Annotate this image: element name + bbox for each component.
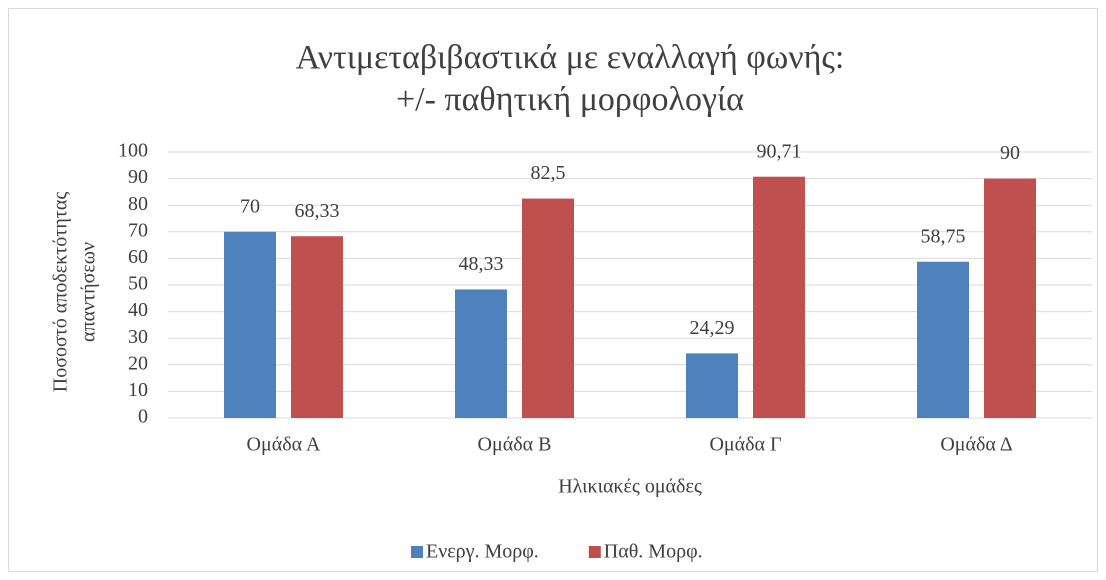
y-tick-label: 30 [128,326,148,348]
legend-swatch [411,546,423,558]
data-label: 58,75 [921,225,966,247]
y-tick-label: 70 [128,219,148,241]
y-tick-label: 60 [128,246,148,268]
data-label: 24,29 [690,317,735,339]
legend-label: Παθ. Μορφ. [604,541,703,563]
bar [522,198,574,418]
chart-title: +/- παθητική μορφολογία [396,81,744,118]
data-label: 48,33 [459,253,504,275]
bar [224,231,276,418]
y-tick-label: 10 [128,379,148,401]
bar [291,236,343,418]
x-tick-label: Ομάδα Γ [709,434,781,456]
y-tick-label: 100 [118,140,148,162]
data-label: 90 [1000,142,1020,164]
x-tick-label: Ομάδα Α [247,434,321,456]
bar [686,353,738,418]
legend-swatch [588,546,601,558]
bar [753,176,805,418]
data-label: 90,71 [757,140,802,162]
y-tick-label: 40 [128,299,148,321]
x-tick-label: Ομάδα Β [478,434,552,456]
data-label: 82,5 [531,162,566,184]
bar [984,178,1036,418]
chart-title: Αντιμεταβιβαστικά με εναλλαγή φωνής: [296,39,845,76]
data-label: 70 [240,195,260,217]
y-axis-label: απαντήσεων [78,242,100,342]
legend-label: Ενεργ. Μορφ. [426,541,539,563]
bar [455,289,507,418]
bar [917,261,969,418]
y-tick-label: 20 [128,352,148,374]
y-tick-label: 0 [138,406,148,428]
y-tick-label: 80 [128,193,148,215]
y-tick-label: 50 [128,273,148,295]
data-label: 68,33 [295,200,340,222]
x-tick-label: Ομάδα Δ [940,434,1012,456]
y-axis-label: Ποσοστό αποδεκτότητας [50,192,72,393]
x-axis-label: Ηλικιακές ομάδες [558,476,702,498]
y-tick-label: 90 [128,166,148,188]
